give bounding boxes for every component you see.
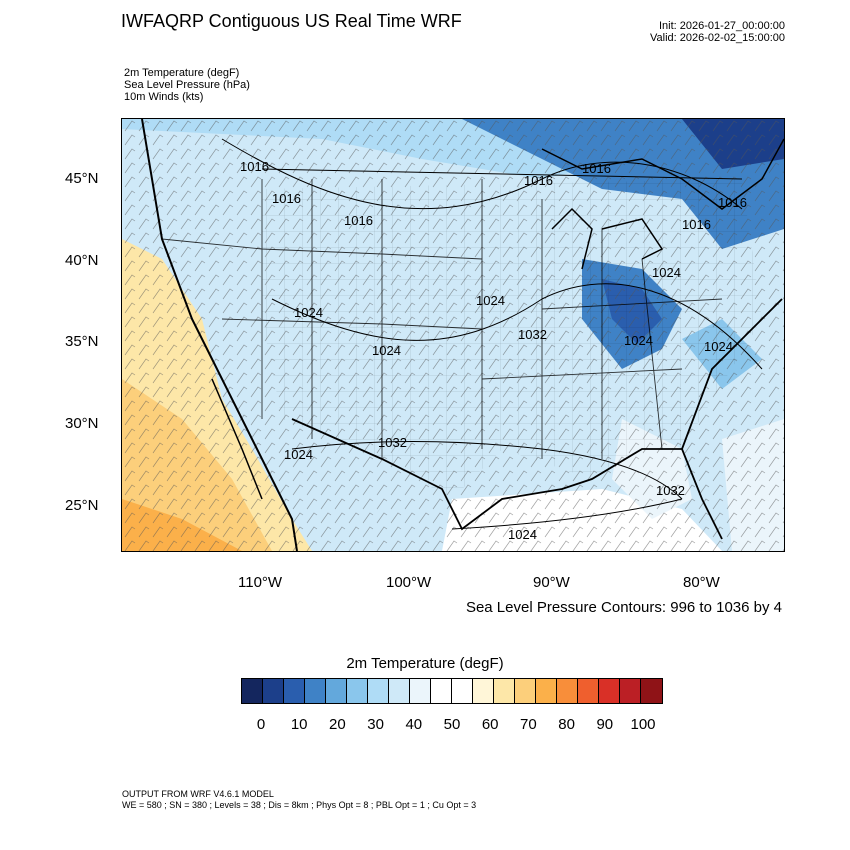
field-list: 2m Temperature (degF) Sea Level Pressure… xyxy=(124,67,250,103)
lon-label-90: 90°W xyxy=(533,574,570,591)
isobar-label: 1024 xyxy=(476,293,505,308)
isobar-label: 1016 xyxy=(718,195,747,210)
contour-note: Sea Level Pressure Contours: 996 to 1036… xyxy=(465,599,782,616)
colorbar-swatch xyxy=(620,679,641,703)
colorbar-label: 50 xyxy=(443,716,461,733)
colorbar-swatch xyxy=(326,679,347,703)
lat-label-30: 30°N xyxy=(65,415,99,432)
colorbar-title: 2m Temperature (degF) xyxy=(346,655,504,672)
isobar-label: 1032 xyxy=(518,327,547,342)
colorbar xyxy=(241,678,663,704)
colorbar-label: 10 xyxy=(290,716,308,733)
colorbar-swatch xyxy=(347,679,368,703)
isobar-label: 1016 xyxy=(240,159,269,174)
lon-label-80: 80°W xyxy=(683,574,720,591)
isobar-label: 1016 xyxy=(272,191,301,206)
model-footer: OUTPUT FROM WRF V4.6.1 MODEL WE = 580 ; … xyxy=(122,789,476,811)
colorbar-swatch xyxy=(494,679,515,703)
isobar-label: 1024 xyxy=(624,333,653,348)
isobar-label: 1024 xyxy=(704,339,733,354)
colorbar-swatch xyxy=(515,679,536,703)
map-svg: 1016 1016 1016 1016 1016 1016 1016 1024 … xyxy=(122,119,784,551)
field-pressure: Sea Level Pressure (hPa) xyxy=(124,79,250,91)
field-temperature: 2m Temperature (degF) xyxy=(124,67,240,79)
colorbar-label: 100 xyxy=(630,716,656,733)
lon-label-110: 110°W xyxy=(238,574,283,591)
weather-map: 1016 1016 1016 1016 1016 1016 1016 1024 … xyxy=(121,118,785,552)
lat-label-40: 40°N xyxy=(65,252,99,269)
lon-label-100: 100°W xyxy=(386,574,432,591)
isobar-label: 1024 xyxy=(508,527,537,542)
colorbar-swatch xyxy=(242,679,263,703)
colorbar-swatch xyxy=(641,679,662,703)
colorbar-swatch xyxy=(284,679,305,703)
isobar-label: 1024 xyxy=(372,343,401,358)
init-time: Init: 2026-01-27_00:00:00 xyxy=(659,20,785,32)
colorbar-swatch xyxy=(557,679,578,703)
colorbar-label: 80 xyxy=(558,716,575,733)
colorbar-label: 60 xyxy=(481,716,499,733)
colorbar-swatch xyxy=(452,679,473,703)
colorbar-swatch xyxy=(368,679,389,703)
colorbar-swatch xyxy=(305,679,326,703)
colorbar-swatch xyxy=(536,679,557,703)
lat-label-45: 45°N xyxy=(65,170,99,187)
colorbar-label: 0 xyxy=(256,716,266,733)
colorbar-swatch xyxy=(410,679,431,703)
lat-label-35: 35°N xyxy=(65,333,99,350)
isobar-label: 1032 xyxy=(656,483,685,498)
isobar-label: 1024 xyxy=(294,305,323,320)
isobar-label: 1016 xyxy=(582,161,611,176)
run-times: Init: 2026-01-27_00:00:00 Valid: 2026-02… xyxy=(650,20,785,44)
isobar-label: 1016 xyxy=(524,173,553,188)
colorbar-swatch xyxy=(473,679,494,703)
colorbar-label: 30 xyxy=(367,716,384,733)
colorbar-swatch xyxy=(599,679,620,703)
valid-time: Valid: 2026-02-02_15:00:00 xyxy=(650,32,785,44)
colorbar-swatch xyxy=(578,679,599,703)
colorbar-swatch xyxy=(389,679,410,703)
isobar-label: 1016 xyxy=(682,217,711,232)
colorbar-swatch xyxy=(263,679,284,703)
isobar-label: 1032 xyxy=(378,435,407,450)
isobar-label: 1024 xyxy=(284,447,313,462)
colorbar-label: 90 xyxy=(596,716,614,733)
isobar-label: 1024 xyxy=(652,265,681,280)
colorbar-swatch xyxy=(431,679,452,703)
field-winds: 10m Winds (kts) xyxy=(124,91,204,103)
footer-config: WE = 580 ; SN = 380 ; Levels = 38 ; Dis … xyxy=(122,800,477,810)
map-title: IWFAQRP Contiguous US Real Time WRF xyxy=(121,11,462,31)
colorbar-label: 70 xyxy=(520,716,537,733)
colorbar-label: 20 xyxy=(329,716,346,733)
footer-model: OUTPUT FROM WRF V4.6.1 MODEL xyxy=(122,789,274,799)
lat-label-25: 25°N xyxy=(65,497,99,514)
colorbar-label: 40 xyxy=(405,716,423,733)
isobar-label: 1016 xyxy=(344,213,373,228)
